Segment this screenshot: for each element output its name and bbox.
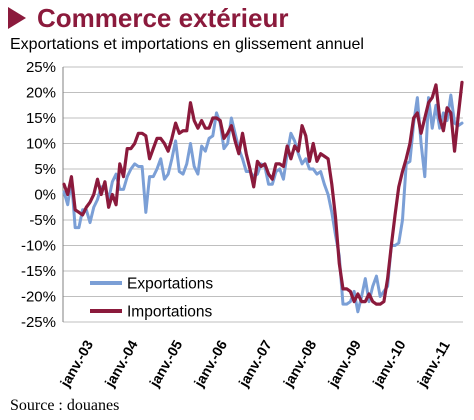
x-tick-label: janv.-09 xyxy=(324,337,364,390)
x-tick-label: janv.-04 xyxy=(101,337,141,390)
x-tick-label: janv.-06 xyxy=(190,337,230,390)
y-tick-label: 10% xyxy=(26,136,56,153)
y-tick-label: 25% xyxy=(26,59,56,76)
y-tick-label: 0% xyxy=(34,187,56,204)
legend-label: Exportations xyxy=(127,276,213,293)
legend-label: Importations xyxy=(127,304,213,321)
series-line-exportations xyxy=(62,93,464,314)
line-chart: 25%20%15%10%5%0%-5%-10%-15%-20%-25%janv.… xyxy=(21,59,464,391)
y-tick-label: 15% xyxy=(26,110,56,127)
y-tick-label: -15% xyxy=(21,263,56,280)
y-tick-label: -10% xyxy=(21,238,56,255)
y-tick-label: 5% xyxy=(34,161,56,178)
x-tick-label: janv.-03 xyxy=(56,337,96,390)
series-line-importations xyxy=(62,80,464,306)
title-row: Commerce extérieur xyxy=(8,3,288,33)
x-tick-label: janv.-10 xyxy=(369,337,409,390)
y-tick-label: 20% xyxy=(26,85,56,102)
chart-subtitle: Exportations et importations en glisseme… xyxy=(10,36,364,53)
x-tick-label: janv.-05 xyxy=(146,337,186,390)
page-title: Commerce extérieur xyxy=(37,2,289,33)
y-tick-label: -20% xyxy=(21,289,56,306)
y-tick-label: -5% xyxy=(29,212,56,229)
x-tick-label: janv.-07 xyxy=(235,337,275,390)
y-tick-label: -25% xyxy=(21,314,56,331)
x-tick-label: janv.-08 xyxy=(279,337,319,390)
triangle-bullet-icon xyxy=(8,7,26,29)
source-note: Source : douanes xyxy=(10,397,120,414)
x-tick-label: janv.-11 xyxy=(413,338,453,391)
